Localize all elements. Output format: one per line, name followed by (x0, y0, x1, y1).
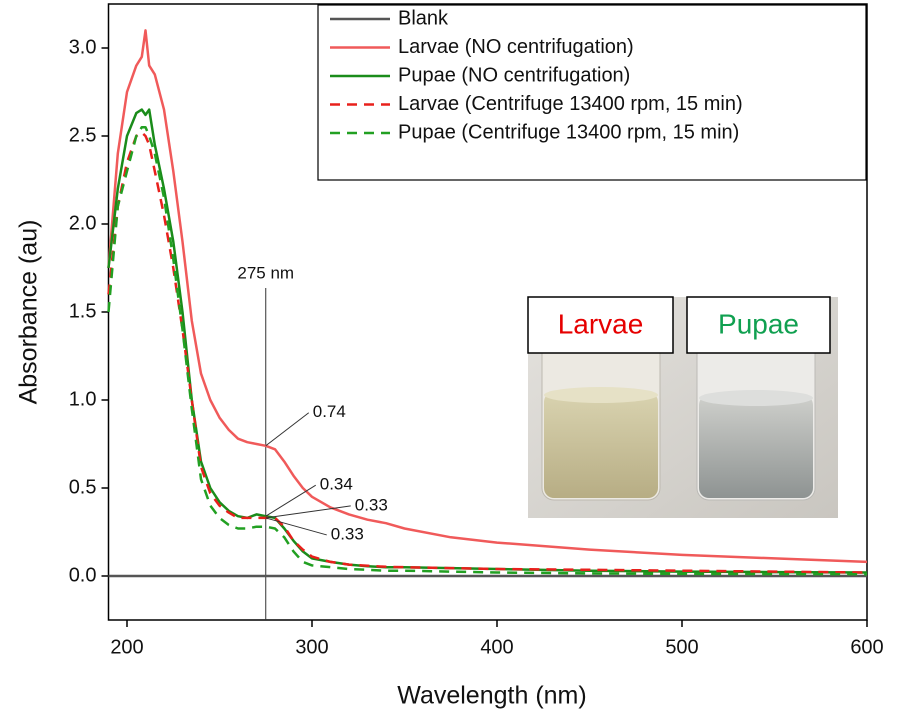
legend-label: Larvae (Centrifuge 13400 rpm, 15 min) (398, 93, 743, 115)
x-axis-title: Wavelength (nm) (397, 682, 586, 710)
annotation-label: 0.33 (355, 495, 388, 514)
vial-liquid (699, 395, 813, 498)
annotation-leader (265, 517, 327, 536)
x-tick-label: 200 (110, 636, 143, 658)
legend-label: Pupae (Centrifuge 13400 rpm, 15 min) (398, 121, 739, 143)
annotation-leader (265, 505, 351, 519)
y-axis-title: Absorbance (au) (15, 220, 43, 405)
y-tick-label: 1.5 (69, 300, 97, 322)
x-tick-label: 400 (480, 636, 513, 658)
x-tick-label: 300 (295, 636, 328, 658)
vial-meniscus (544, 387, 658, 403)
series-line (107, 125, 868, 576)
legend-label: Larvae (NO centrifugation) (398, 36, 634, 58)
vial-meniscus (699, 390, 813, 406)
inset-label-box (686, 296, 831, 354)
x-tick-label: 600 (850, 636, 883, 658)
legend-label: Blank (398, 7, 449, 29)
y-tick-label: 0.0 (69, 564, 97, 586)
y-tick-label: 2.5 (69, 124, 97, 146)
annotation-label: 0.74 (313, 402, 346, 421)
y-tick-label: 0.5 (69, 476, 97, 498)
series-line (107, 29, 868, 564)
x-tick-label: 500 (665, 636, 698, 658)
annotation-label: 0.33 (331, 524, 364, 543)
y-tick-label: 3.0 (69, 36, 97, 58)
inset-photo: Larvae Pupae (527, 296, 838, 518)
inset-label: Pupae (718, 308, 799, 339)
inset-label: Larvae (558, 308, 644, 339)
y-tick-label: 2.0 (69, 212, 97, 234)
annotation-label: 0.34 (320, 475, 353, 494)
annotation-leader (265, 484, 317, 517)
legend-box (317, 4, 867, 181)
vial-liquid (544, 392, 658, 498)
annotation-leader (265, 412, 310, 447)
inset-label-box (527, 296, 674, 354)
legend-label: Pupae (NO centrifugation) (398, 64, 630, 86)
marker-label: 275 nm (237, 263, 294, 282)
y-tick-label: 1.0 (69, 388, 97, 410)
series-line (107, 131, 868, 574)
